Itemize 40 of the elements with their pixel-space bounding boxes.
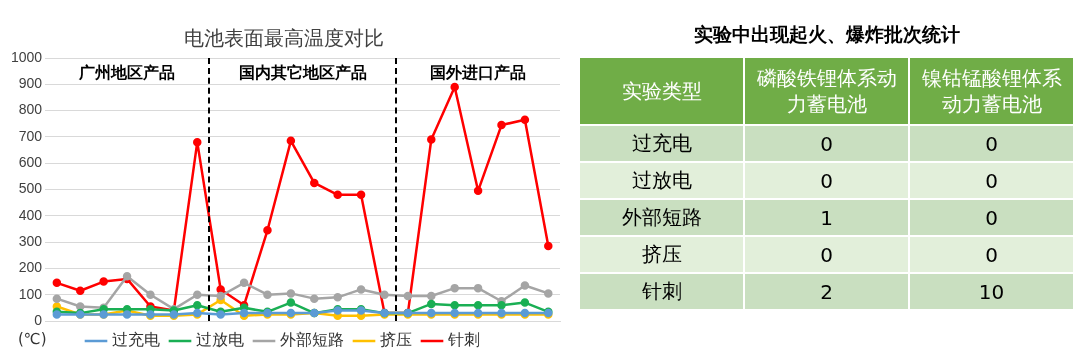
y-axis-title: 实验类型 <box>579 57 744 125</box>
y-axis-title: (℃) <box>18 329 47 348</box>
y-tick-label: 针刺 <box>579 273 744 310</box>
y-tick-label: 过放电 <box>579 162 744 199</box>
data-label: 0 <box>909 199 1074 236</box>
data-label: 0 <box>909 236 1074 273</box>
data-label: 0 <box>909 125 1074 162</box>
legend-label: 外部短路 <box>280 330 344 350</box>
y-tick-label: 1000 <box>10 48 43 65</box>
y-tick-label: 400 <box>18 206 43 223</box>
data-label: 2 <box>744 273 909 310</box>
y-tick-label: 200 <box>18 259 43 276</box>
legend-label: 过放电 <box>196 330 244 350</box>
y-tick-label: 0 <box>34 311 43 328</box>
chart-title: 实验中出现起火、爆炸批次统计 <box>692 22 961 47</box>
data-label: 10 <box>909 273 1074 310</box>
x-tick-label: 磷酸铁锂体系动力蓄电池 <box>744 57 909 125</box>
legend-label: 针刺 <box>447 330 480 350</box>
y-tick-label: 800 <box>18 101 43 118</box>
x-tick-label: 镍钴锰酸锂体系动力蓄电池 <box>909 57 1074 125</box>
y-tick-label: 挤压 <box>579 236 744 273</box>
data-label: 1 <box>744 199 909 236</box>
data-label: 0 <box>744 125 909 162</box>
annotation: 国内其它地区产品 <box>238 63 367 83</box>
y-tick-label: 900 <box>18 75 43 92</box>
annotation: 国外进口产品 <box>430 63 527 83</box>
y-tick-label: 100 <box>18 285 43 302</box>
y-tick-label: 外部短路 <box>579 199 744 236</box>
legend-label: 过充电 <box>112 330 160 350</box>
y-tick-label: 过充电 <box>579 125 744 162</box>
legend-label: 挤压 <box>380 330 412 350</box>
y-tick-label: 600 <box>18 154 43 171</box>
y-tick-label: 700 <box>18 127 43 144</box>
y-tick-label: 500 <box>18 180 43 197</box>
y-tick-label: 300 <box>18 232 43 249</box>
data-label: 0 <box>909 162 1074 199</box>
chart-title: 电池表面最高温度对比 <box>184 26 384 51</box>
data-label: 0 <box>744 236 909 273</box>
data-label: 0 <box>744 162 909 199</box>
annotation: 广州地区产品 <box>78 63 176 83</box>
